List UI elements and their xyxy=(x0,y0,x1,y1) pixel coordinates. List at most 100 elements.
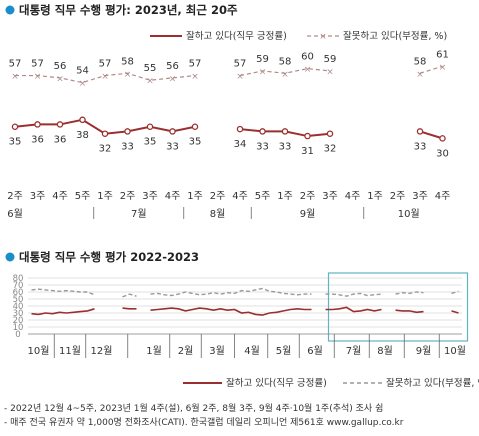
trend-x-axis: 10월 11월 12월 1월 2월 3월 4월 5월 6월 7월 8월 9월 10월 xyxy=(28,333,466,358)
month-tick-label: 6월 xyxy=(307,345,323,357)
disapprove-point-marker: × xyxy=(326,67,334,77)
trend-approve-line xyxy=(395,309,424,314)
weekly-chart-title: 대통령 직무 수행 평가: 2023년, 최근 20주 xyxy=(19,3,238,17)
trend-recent-20-weeks-highlight xyxy=(327,272,469,342)
disapprove-data-label: 56 xyxy=(166,61,179,72)
trend-title-bullet xyxy=(5,252,15,262)
approve-point xyxy=(79,116,86,124)
disapprove-data-label: 57 xyxy=(9,59,22,70)
week-tick-label: 2주 xyxy=(210,191,226,202)
disapprove-data-label: 58 xyxy=(279,56,292,67)
disapprove-data-label: 58 xyxy=(414,56,427,67)
disapprove-point-marker: × xyxy=(34,72,42,82)
approve-data-label: 32 xyxy=(99,144,112,155)
month-tick-label: 2월 xyxy=(178,345,194,357)
footnotes: - 2022년 12월 4~5주, 2023년 1월 4주(설), 6월 2주,… xyxy=(4,402,476,430)
month-label: 9월 xyxy=(300,208,316,220)
weekly-legend: 잘하고 있다(직무 긍정률) × 잘못하고 있다(부정률, %) xyxy=(150,30,447,42)
weekly-approve-series: 35 36 36 38 32 33 35 33 35 34 33 33 31 32 33 30 xyxy=(9,116,449,159)
approve-point xyxy=(326,130,334,137)
approve-point xyxy=(101,130,109,137)
approve-line xyxy=(419,130,443,140)
trend-disapprove-series xyxy=(31,287,459,298)
weekly-approval-chart: 대통령 직무 수행 평가: 2023년, 최근 20주 잘하고 있다(직무 긍정… xyxy=(5,3,451,220)
disapprove-point-marker: × xyxy=(281,70,289,80)
y-tick-label: 50 xyxy=(13,295,24,305)
approve-data-label: 36 xyxy=(54,134,67,145)
disapprove-point-marker: × xyxy=(101,72,109,82)
disapprove-data-label: 57 xyxy=(31,59,44,70)
y-tick-label: 20 xyxy=(13,316,24,326)
trend-disapprove-line xyxy=(31,288,95,296)
approve-data-label: 33 xyxy=(121,141,134,152)
month-label: 8월 xyxy=(210,208,226,220)
approve-data-label: 33 xyxy=(166,141,179,152)
trend-disapprove-line xyxy=(150,287,312,297)
month-tick-label: 7월 xyxy=(346,345,362,357)
disapprove-point-marker: × xyxy=(304,65,312,75)
disapprove-point-marker: × xyxy=(259,67,267,77)
legend-disapprove-label: 잘못하고 있다(부정률, %) xyxy=(343,30,447,42)
approve-data-label: 34 xyxy=(234,139,247,150)
disapprove-line xyxy=(419,65,443,74)
trend-approve-line xyxy=(31,308,95,316)
month-label: 6월 xyxy=(7,208,23,220)
trend-disapprove-line xyxy=(122,293,137,298)
approve-data-label: 36 xyxy=(31,134,44,145)
disapprove-point-marker: × xyxy=(146,77,154,87)
disapprove-data-label: 57 xyxy=(234,59,247,70)
month-tick-label: 3월 xyxy=(209,345,225,357)
disapprove-data-label: 60 xyxy=(301,52,314,63)
approve-data-label: 38 xyxy=(76,130,89,141)
approve-data-label: 32 xyxy=(324,144,337,155)
approve-data-label: 33 xyxy=(256,141,269,152)
month-tick-label: 9월 xyxy=(416,345,432,357)
y-tick-label: 0 xyxy=(15,330,20,340)
approve-data-label: 35 xyxy=(189,137,202,148)
week-tick-label: 3주 xyxy=(322,191,338,202)
disapprove-data-label: 58 xyxy=(121,56,134,67)
trend-approval-chart: 대통령 직무 수행 평가 2022-2023 01020304050607080… xyxy=(5,250,479,389)
approve-point xyxy=(304,132,311,140)
y-tick-label: 60 xyxy=(13,288,24,298)
week-tick-label: 1주 xyxy=(277,191,293,202)
approve-data-label: 33 xyxy=(414,141,427,152)
disapprove-point-marker: × xyxy=(191,72,199,82)
disapprove-point-marker: × xyxy=(11,72,19,82)
disapprove-data-label: 55 xyxy=(144,63,157,74)
approve-point xyxy=(259,128,266,135)
weekly-disapprove-series: × 57 × 57 × 56 × 54 × 57 × 58 × 55 × 56 × 57 × 57 × 59 × 58 × 60 ×… xyxy=(9,49,449,89)
week-tick-label: 3주 xyxy=(412,191,428,202)
week-tick-label: 4주 xyxy=(345,191,361,202)
month-tick-label: 12월 xyxy=(91,345,113,357)
y-tick-label: 30 xyxy=(13,309,24,319)
month-tick-label: 10월 xyxy=(28,345,50,357)
disapprove-data-label: 54 xyxy=(76,66,89,77)
disapprove-point-marker: × xyxy=(124,70,132,80)
trend-legend-disapprove-label: 잘못하고 있다(부정률, %) xyxy=(386,377,479,389)
disapprove-data-label: 57 xyxy=(189,59,202,70)
week-tick-label: 2주 xyxy=(7,191,23,202)
footnote-line: - 매주 전국 유권자 약 1,000명 전화조사(CATI). 한국갤럽 데일… xyxy=(4,418,404,428)
month-tick-label: 10월 xyxy=(444,345,466,357)
disapprove-data-label: 59 xyxy=(324,54,337,65)
week-tick-label: 1주 xyxy=(367,191,383,202)
month-label: 10월 xyxy=(398,208,420,220)
month-tick-label: 4월 xyxy=(244,345,260,357)
disapprove-point-marker: × xyxy=(416,70,424,80)
week-tick-label: 4주 xyxy=(165,191,181,202)
approve-data-label: 33 xyxy=(279,141,292,152)
approve-data-label: 30 xyxy=(436,148,449,159)
week-tick-label: 4주 xyxy=(435,191,451,202)
disapprove-point-marker: × xyxy=(439,63,447,73)
disapprove-point-marker: × xyxy=(236,72,244,82)
disapprove-line xyxy=(15,72,196,84)
trend-approve-line xyxy=(451,310,459,314)
trend-disapprove-line xyxy=(325,292,382,297)
month-label: 7월 xyxy=(131,208,147,220)
approve-point xyxy=(56,121,64,128)
week-tick-label: 5주 xyxy=(255,191,271,202)
weekly-title-bullet xyxy=(5,5,15,15)
approve-point xyxy=(169,128,176,135)
